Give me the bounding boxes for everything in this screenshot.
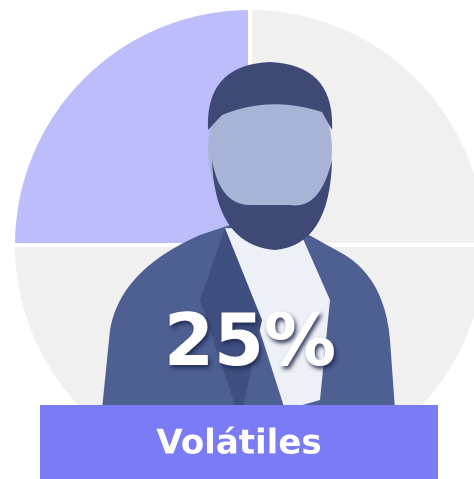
category-label: Volátiles: [156, 423, 321, 463]
value-label: 25%: [164, 298, 336, 382]
chart: 25% Volátiles: [0, 0, 474, 479]
